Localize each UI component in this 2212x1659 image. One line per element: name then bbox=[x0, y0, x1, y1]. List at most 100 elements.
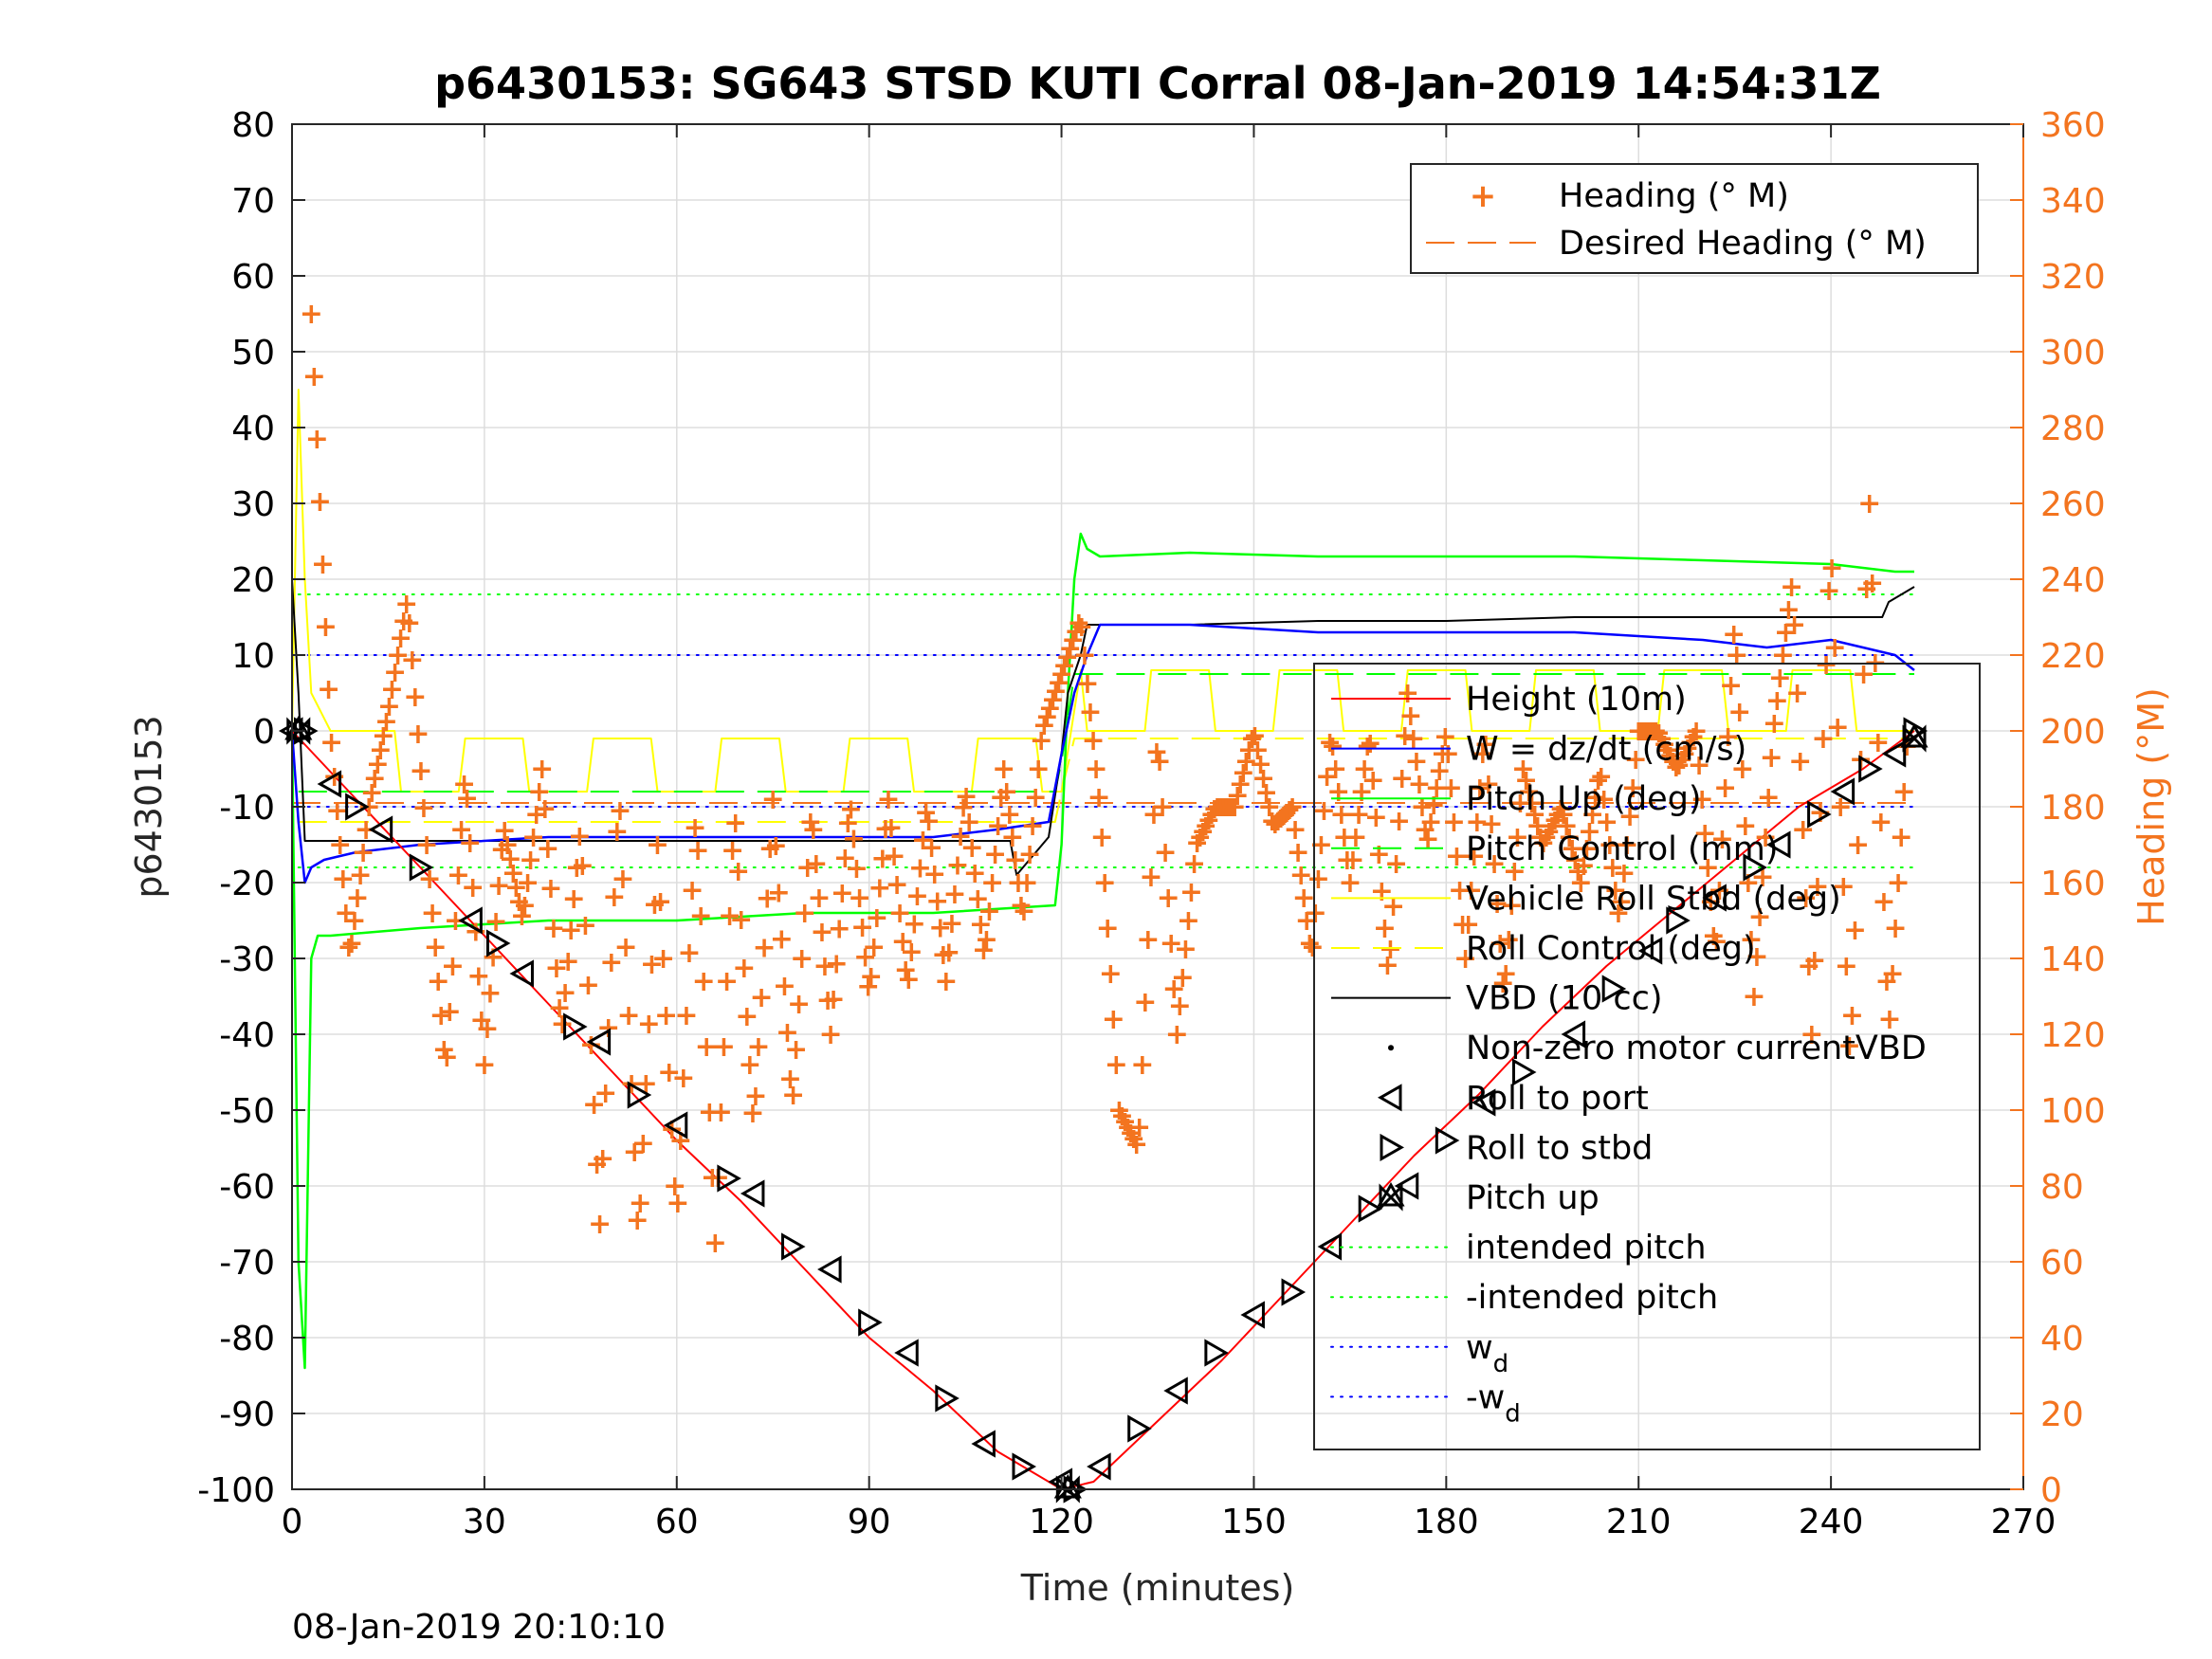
heading-point: + bbox=[1266, 805, 1289, 838]
heading-point: + bbox=[375, 705, 398, 738]
heading-point: + bbox=[409, 755, 432, 788]
heading-point: + bbox=[1436, 738, 1460, 771]
heading-point: + bbox=[649, 885, 672, 919]
heading-point: + bbox=[1208, 791, 1232, 824]
heading-point: + bbox=[320, 726, 343, 759]
heading-point: + bbox=[461, 871, 484, 904]
heading-point: + bbox=[1292, 882, 1316, 915]
heading-point: + bbox=[351, 836, 375, 869]
heading-point: + bbox=[1820, 552, 1844, 585]
heading-point: + bbox=[539, 872, 562, 905]
heading-point: + bbox=[1489, 927, 1512, 960]
heading-point: + bbox=[1603, 874, 1627, 907]
heading-point: + bbox=[1093, 866, 1117, 900]
heading-point: + bbox=[958, 806, 981, 839]
heading-point: + bbox=[458, 827, 482, 860]
heading-point: + bbox=[948, 820, 972, 853]
heading-point: + bbox=[654, 999, 678, 1032]
roll-to-port-marker bbox=[1881, 739, 1907, 768]
heading-point: + bbox=[917, 805, 941, 838]
heading-point: + bbox=[1618, 800, 1642, 833]
y-right-tick-label: 260 bbox=[2040, 485, 2106, 524]
axis-ticks: 0 30 60 90 120 150 180 210 240 270 80 70 60 50 40 30 20 1… bbox=[197, 106, 2105, 1541]
x-tick-label: 210 bbox=[1606, 1503, 1672, 1541]
heading-point: + bbox=[1802, 944, 1826, 977]
roll-to-stbd-marker bbox=[563, 1012, 588, 1041]
series-heading: ++++++++++++++++++++++++++++++++++++++++… bbox=[300, 298, 1919, 1260]
heading-point: + bbox=[1837, 1030, 1861, 1063]
heading-point: + bbox=[1843, 914, 1867, 947]
heading-point: + bbox=[1404, 745, 1428, 778]
heading-point: + bbox=[1024, 781, 1048, 814]
heading-point: + bbox=[1511, 753, 1535, 786]
heading-point: + bbox=[331, 863, 355, 896]
heading-point: + bbox=[695, 1030, 719, 1064]
roll-to-port-marker bbox=[663, 1111, 688, 1139]
heading-point: + bbox=[527, 775, 551, 809]
heading-point: + bbox=[831, 877, 854, 910]
heading-point: + bbox=[305, 423, 329, 456]
heading-point: + bbox=[1301, 931, 1325, 964]
heading-point: + bbox=[585, 1148, 609, 1181]
heading-point: + bbox=[712, 1030, 736, 1064]
heading-point: + bbox=[1791, 813, 1815, 847]
heading-point: + bbox=[1600, 851, 1624, 884]
y-right-tick-label: 120 bbox=[2040, 1016, 2106, 1055]
heading-point: + bbox=[605, 815, 629, 848]
heading-point: + bbox=[1857, 487, 1881, 520]
heading-point: + bbox=[1445, 840, 1469, 873]
heading-point: + bbox=[853, 940, 877, 974]
legend-heading-box bbox=[1410, 163, 1979, 274]
x-tick-label: 120 bbox=[1029, 1503, 1094, 1541]
heading-point: + bbox=[1552, 798, 1576, 831]
legend-label: intended pitch bbox=[1466, 1230, 1707, 1267]
legend-label: VBD (10 cc) bbox=[1466, 980, 1663, 1018]
heading-point: + bbox=[886, 868, 909, 902]
heading-point: + bbox=[1133, 986, 1157, 1019]
heading-point: + bbox=[582, 1088, 606, 1121]
heading-point: + bbox=[380, 673, 404, 706]
heading-point: + bbox=[1390, 762, 1414, 795]
heading-point: + bbox=[383, 656, 407, 689]
heading-point: + bbox=[1338, 866, 1362, 900]
heading-point: + bbox=[1105, 1048, 1128, 1082]
heading-point: + bbox=[1840, 999, 1864, 1032]
heading-point: + bbox=[1174, 933, 1197, 966]
y-left-tick-label: 60 bbox=[231, 258, 275, 297]
heading-point: + bbox=[666, 1187, 689, 1220]
heading-point: + bbox=[903, 907, 926, 940]
roll-to-stbd-marker bbox=[1435, 1126, 1460, 1155]
y-left-tick-label: -80 bbox=[219, 1320, 275, 1358]
heading-point: + bbox=[671, 1062, 695, 1095]
heading-point: + bbox=[1673, 738, 1696, 771]
heading-point: + bbox=[1846, 829, 1870, 862]
roll-to-port-marker bbox=[971, 1430, 996, 1458]
heading-point: + bbox=[348, 859, 372, 892]
heading-point: + bbox=[879, 811, 903, 845]
heading-point: + bbox=[424, 931, 448, 964]
heading-point: + bbox=[1725, 639, 1748, 672]
heading-point: + bbox=[1346, 798, 1370, 831]
heading-point: + bbox=[640, 948, 664, 981]
heading-point: + bbox=[865, 902, 888, 935]
legend-label: Roll to stbd bbox=[1466, 1129, 1653, 1167]
heading-point: + bbox=[637, 1008, 661, 1041]
heading-point: + bbox=[1491, 967, 1515, 1000]
heading-point: + bbox=[1058, 632, 1082, 665]
heading-point: + bbox=[519, 844, 542, 877]
heading-point: + bbox=[1739, 923, 1763, 957]
roll-to-port-marker bbox=[1830, 777, 1856, 806]
heading-point: + bbox=[1407, 768, 1431, 801]
heading-point: + bbox=[1462, 840, 1486, 873]
heading-point: + bbox=[651, 942, 675, 975]
legend-triangle-left-icon bbox=[1377, 1084, 1402, 1112]
heading-point: + bbox=[753, 932, 777, 965]
legend-label: Height (10m) bbox=[1466, 681, 1687, 719]
heading-point: + bbox=[1122, 1122, 1145, 1156]
x-axis-label: Time (minutes) bbox=[1020, 1567, 1295, 1609]
heading-point: + bbox=[1503, 855, 1526, 888]
heading-point: + bbox=[1872, 885, 1895, 919]
x-tick-label: 90 bbox=[848, 1503, 891, 1541]
heading-point: + bbox=[1578, 815, 1601, 848]
heading-point: + bbox=[1453, 942, 1477, 975]
